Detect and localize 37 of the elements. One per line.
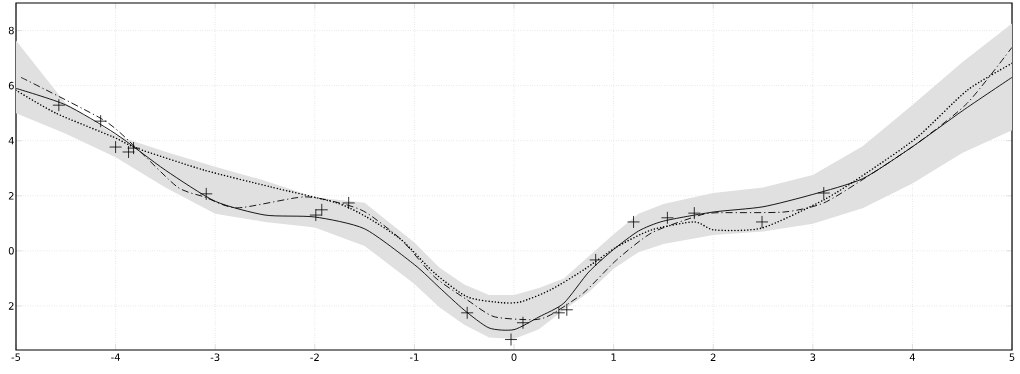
x-tick-label: -5 [11, 353, 21, 361]
point [552, 306, 566, 320]
x-tick-label: -1 [409, 353, 419, 361]
y-tick-label: 8 [8, 26, 14, 35]
y-tick-label: 0 [8, 247, 14, 255]
point [755, 215, 769, 229]
y-tick-label: 2 [8, 302, 14, 310]
x-tick-label: 5 [1009, 353, 1015, 361]
point [660, 211, 674, 225]
point [127, 141, 140, 155]
point [94, 114, 108, 128]
point [199, 187, 213, 201]
point [627, 215, 640, 229]
y-tick-label: 2 [8, 192, 14, 200]
x-tick-label: 2 [710, 353, 716, 361]
x-tick-label: 4 [909, 353, 916, 361]
point [342, 196, 356, 210]
point [309, 208, 323, 222]
point [122, 145, 135, 159]
point [52, 98, 66, 112]
x-tick-label: -4 [111, 353, 121, 361]
point [817, 186, 831, 200]
x-tick-label: -3 [210, 353, 220, 362]
y-tick-label: 4 [8, 137, 14, 145]
x-tick-label: 3 [810, 353, 816, 362]
x-tick-label: 1 [611, 353, 616, 361]
x-tick-label: 0 [511, 353, 517, 362]
point [504, 333, 518, 346]
point [109, 140, 122, 154]
y-tick-label: 6 [8, 81, 14, 90]
point [560, 303, 574, 317]
point [460, 306, 474, 320]
point [589, 253, 603, 267]
point [315, 203, 329, 217]
point [516, 316, 530, 330]
point [687, 206, 701, 220]
x-tick-label: -2 [310, 353, 319, 361]
